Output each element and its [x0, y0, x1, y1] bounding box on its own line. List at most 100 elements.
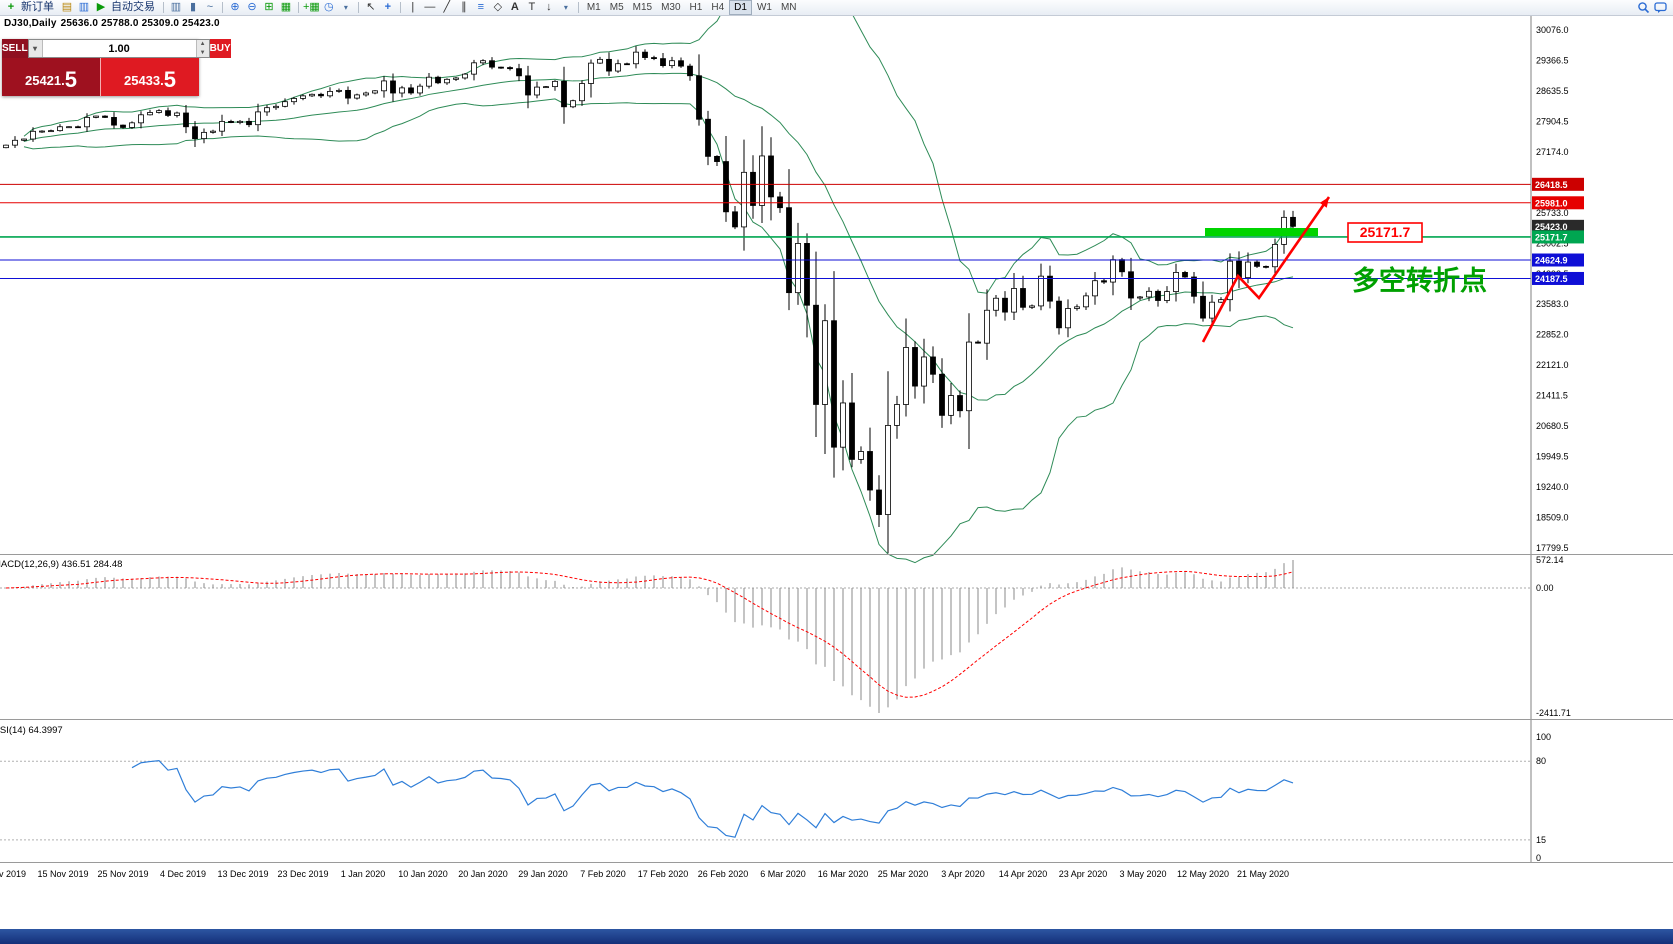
timeframe-m30-button[interactable]: M30: [661, 2, 681, 13]
candle-body: [930, 356, 936, 375]
channel-icon[interactable]: ∥: [461, 1, 467, 13]
dropdown-icon[interactable]: ▾: [343, 3, 348, 12]
timeframe-h4-button[interactable]: H4: [711, 2, 725, 13]
price-tick-label: 18509.0: [1536, 513, 1569, 523]
candle-body: [381, 80, 387, 92]
candle-body: [498, 66, 504, 69]
auto-trading-icon[interactable]: ▶: [96, 1, 106, 13]
candle-body: [327, 90, 333, 97]
candle-body: [795, 243, 801, 294]
candle-body: [948, 395, 954, 416]
candle-body: [1038, 275, 1044, 307]
support-zone-highlight[interactable]: [1205, 228, 1318, 236]
candle-body: [984, 309, 990, 344]
bullish-zigzag-arrow[interactable]: [1201, 196, 1331, 343]
candlestick-chart-icon[interactable]: ▮: [189, 1, 197, 13]
candle-body: [714, 155, 720, 162]
sell-button[interactable]: SELL: [2, 39, 28, 58]
candle-body: [1083, 295, 1089, 308]
new-order-button[interactable]: 新订单: [21, 1, 54, 13]
candle-body: [66, 126, 72, 129]
timeframe-m1-button[interactable]: M1: [586, 2, 601, 13]
candles: [3, 46, 1296, 554]
candle-body: [93, 115, 99, 118]
arrow-tool-icon[interactable]: ↓: [546, 1, 552, 13]
candle-body: [903, 347, 909, 405]
tile-windows-icon[interactable]: ⊞: [264, 1, 274, 13]
candle-body: [291, 97, 297, 103]
zoom-in-icon[interactable]: ⊕: [230, 1, 240, 13]
price-label-box: [1532, 177, 1584, 191]
timeframe-m15-button[interactable]: M15: [632, 2, 653, 13]
candle-body: [399, 87, 405, 94]
timeframe-m5-button[interactable]: M5: [609, 2, 624, 13]
volume-dropdown-icon[interactable]: ▾: [28, 40, 43, 57]
chart-window-icon[interactable]: ▤: [61, 1, 73, 13]
buy-button[interactable]: BUY: [209, 39, 231, 58]
new-order-icon[interactable]: +: [7, 1, 15, 13]
text-label-icon[interactable]: T: [528, 1, 536, 13]
timeframe-h1-button[interactable]: H1: [689, 2, 703, 13]
bollinger-middle-band[interactable]: [23, 72, 1294, 401]
volume-up-button[interactable]: ▲: [196, 40, 209, 49]
bollinger-upper-band[interactable]: [23, 0, 1294, 294]
candle-body: [921, 356, 927, 387]
dropdown-icon[interactable]: ▾: [563, 3, 568, 12]
price-tick-label: 25733.0: [1536, 208, 1569, 218]
zoom-out-icon[interactable]: ⊖: [247, 1, 257, 13]
bollinger-lower-band[interactable]: [23, 98, 1294, 564]
buy-price-display[interactable]: 25433. 5: [100, 58, 199, 96]
timeframe-w1-button[interactable]: W1: [756, 2, 772, 13]
chat-icon[interactable]: [1654, 0, 1670, 15]
candle-body: [696, 75, 702, 120]
candle-body: [840, 402, 846, 448]
horizontal-line-icon[interactable]: —: [424, 1, 436, 13]
indicators-icon[interactable]: +▦: [303, 1, 320, 13]
cursor-icon[interactable]: ↖: [366, 1, 376, 13]
trendline-icon[interactable]: ╱: [443, 1, 451, 13]
price-callout-box[interactable]: [1347, 222, 1423, 243]
rsi-label: RSI(14) 64.3997: [0, 725, 63, 736]
search-icon[interactable]: [1637, 0, 1653, 15]
candle-body: [435, 76, 441, 84]
fibonacci-icon[interactable]: ≡: [477, 1, 485, 13]
candle-body: [822, 320, 828, 405]
sell-price-display[interactable]: 25421. 5: [2, 58, 100, 96]
volume-down-button[interactable]: ▼: [196, 48, 209, 57]
candle-body: [273, 105, 279, 109]
candle-body: [228, 120, 234, 123]
candle-body: [813, 304, 819, 405]
market-watch-icon[interactable]: ▥: [78, 1, 90, 13]
toolbar-separator: [222, 2, 223, 13]
candle-body: [138, 114, 144, 124]
price-tick-label: 22852.0: [1536, 330, 1569, 340]
templates-icon[interactable]: ◷: [324, 1, 334, 13]
candle-body: [219, 120, 225, 132]
rsi-axis-label: 15: [1536, 835, 1546, 845]
candle-body: [345, 89, 351, 99]
toolbar-separator: [357, 2, 359, 13]
candle-body: [1182, 272, 1188, 278]
date-tick-label: 13 Dec 2019: [217, 869, 268, 879]
candle-body: [642, 51, 648, 58]
timeframe-d1-button[interactable]: D1: [729, 0, 752, 15]
cascade-windows-icon[interactable]: ▦: [280, 1, 292, 13]
vertical-line-icon[interactable]: |: [411, 1, 415, 13]
text-icon[interactable]: A: [510, 1, 519, 13]
auto-trading-button[interactable]: 自动交易: [111, 1, 155, 13]
price-label-text: 25423.0: [1535, 222, 1568, 232]
crosshair-icon[interactable]: +: [384, 1, 392, 13]
candle-body: [201, 131, 207, 140]
turning-point-note[interactable]: 多空转折点: [1352, 265, 1487, 296]
shapes-icon[interactable]: ◇: [493, 1, 503, 13]
candle-body: [174, 112, 180, 116]
bar-chart-icon[interactable]: ▥: [170, 1, 182, 13]
date-tick-label: 4 Dec 2019: [160, 869, 206, 879]
price-label-text: 25981.0: [1535, 198, 1568, 208]
timeframe-mn-button[interactable]: MN: [780, 2, 797, 13]
line-chart-icon[interactable]: ~: [206, 1, 214, 13]
candle-body: [570, 100, 576, 108]
volume-input[interactable]: [42, 40, 196, 57]
candle-body: [939, 373, 945, 416]
